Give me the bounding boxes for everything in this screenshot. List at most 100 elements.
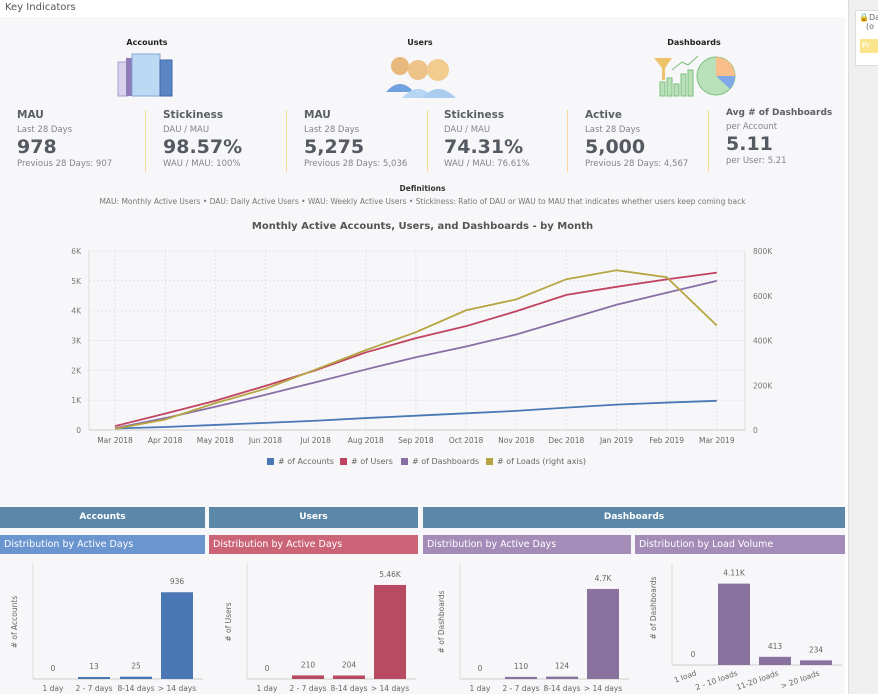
bar[interactable] [78,677,110,679]
kpi-subtitle: Last 28 Days [304,125,360,135]
definitions-text: MAU: Monthly Active Users • DAU: Daily A… [99,197,746,206]
chart-header: Distribution by Load Volume [635,535,845,554]
legend-swatch [401,458,408,465]
line-chart: 0 1K 2K 3K 4K 5K 6K 0 200K 400K 600K 800K Mar 2018 Ap… [71,247,773,445]
x-tick-label: 2 - 7 days [289,684,326,693]
y2-tick-label: 800K [753,247,773,256]
x-tick-label: Jun 2018 [248,436,282,445]
kpi-card: MAU Last 28 Days 978 Previous 28 Days: 907 [17,109,152,169]
users-header: Users [209,507,418,528]
legend-swatch [267,458,274,465]
kpi-heading: MAU [304,109,331,121]
page-title: Key Indicators [5,2,76,13]
bar[interactable] [292,675,324,679]
users-group-icon [386,57,456,98]
y-axis-title: # of Accounts [10,596,19,649]
bar-value-label: 4.11K [723,569,746,578]
kpi-subtitle: per Account [726,122,778,132]
legend-label: # of Users [351,457,393,466]
bar[interactable] [718,583,750,665]
users-title: Users [407,38,433,47]
kpi-card: Stickiness DAU / MAU 98.57% WAU / MAU: 100% [163,109,298,169]
kpi-subtitle: DAU / MAU [444,125,491,135]
kpi-footer: WAU / MAU: 76.61% [444,159,530,169]
x-tick-label: > 14 days [584,684,622,693]
kpi-footer: Previous 28 Days: 5,036 [304,159,408,169]
bar[interactable] [505,676,537,679]
bar[interactable] [800,660,832,665]
bar-value-label: 4.7K [595,574,613,583]
y-axis-title: # of Dashboards [649,576,658,639]
legend-swatch [486,458,493,465]
bar-value-label: 25 [131,662,141,671]
bar-chart: # of Dashboards 0 1 load 4.11K 2 - 10 loads 4… [649,563,842,692]
chart-header: Distribution by Active Days [0,535,205,554]
office-buildings-icon [117,53,173,97]
kpi-subtitle: Last 28 Days [17,125,73,135]
bar[interactable] [333,675,365,679]
y-axis-title: # of Users [224,602,233,641]
kpi-value: 978 [17,136,57,158]
x-tick-label: Oct 2018 [449,436,484,445]
x-tick-label: Aug 2018 [348,436,384,445]
legend-item[interactable]: # of Accounts [267,457,334,466]
y2-tick-label: 0 [753,426,758,435]
bar-value-label: 204 [342,660,357,669]
bar-value-label: 0 [51,664,56,673]
x-tick-label: 2 - 7 days [75,684,112,693]
bar[interactable] [374,584,406,679]
bar-value-label: 0 [691,650,696,659]
bar[interactable] [161,592,193,679]
chart-header: Distribution by Active Days [209,535,418,554]
bar-value-label: 234 [809,645,824,654]
kpi-value: 74.31% [444,136,524,158]
x-tick-label: Sep 2018 [398,436,434,445]
side-button[interactable]: Pr [860,39,878,53]
card-title: Da [868,13,878,22]
x-tick-label: Feb 2019 [649,436,684,445]
kpi-value: 5,000 [585,136,646,158]
header-bar: Key Indicators [0,0,845,17]
kpi-footer: Previous 28 Days: 907 [17,159,113,169]
bar-value-label: 0 [265,664,270,673]
bar[interactable] [120,676,152,679]
bar[interactable] [759,656,791,665]
x-tick-label: Dec 2018 [548,436,584,445]
y-tick-label: 6K [71,247,82,256]
kpi-card: Avg # of Dashboards per Account 5.11 per Us… [726,108,861,166]
kpi-divider [145,110,146,172]
legend-item[interactable]: # of Users [340,457,393,466]
x-tick-label: 11-20 loads [735,668,780,692]
bar-value-label: 936 [170,577,185,586]
bar-chart: # of Users 0 1 day 210 2 - 7 days 204 8-14 day… [224,563,416,693]
kpi-value: 98.57% [163,136,243,158]
definitions-title: Definitions [399,184,446,193]
y-tick-label: 3K [71,337,82,346]
bar-value-label: 13 [89,662,99,671]
y-tick-label: 0 [76,426,81,435]
x-tick-label: 1 load [673,668,698,684]
kpi-heading: Active [585,109,622,121]
x-tick-label: Mar 2018 [97,436,133,445]
x-tick-label: May 2018 [197,436,234,445]
right-panel: 🔒Da (o Pr [848,0,878,694]
kpi-value: 5.11 [726,133,773,155]
lock-icon: 🔒Da [856,11,878,22]
card-subtitle: (o [866,22,875,31]
kpi-card: Active Last 28 Days 5,000 Previous 28 Days:… [585,109,720,169]
bar[interactable] [587,588,619,679]
x-tick-label: Nov 2018 [498,436,534,445]
x-tick-label: 1 day [257,684,279,693]
bar[interactable] [546,676,578,679]
x-tick-label: Apr 2018 [148,436,183,445]
legend-item[interactable]: # of Dashboards [401,457,479,466]
line-chart-title: Monthly Active Accounts, Users, and Dash… [251,221,594,232]
bar-value-label: 124 [555,662,570,671]
legend-item[interactable]: # of Loads (right axis) [486,457,586,466]
y2-tick-label: 400K [753,337,773,346]
legend-label: # of Accounts [278,457,334,466]
kpi-footer: per User: 5.21 [726,156,787,166]
dashboard-charts-icon [654,55,736,97]
kpi-card: MAU Last 28 Days 5,275 Previous 28 Days: 5,… [304,109,439,169]
bar-value-label: 0 [478,664,483,673]
